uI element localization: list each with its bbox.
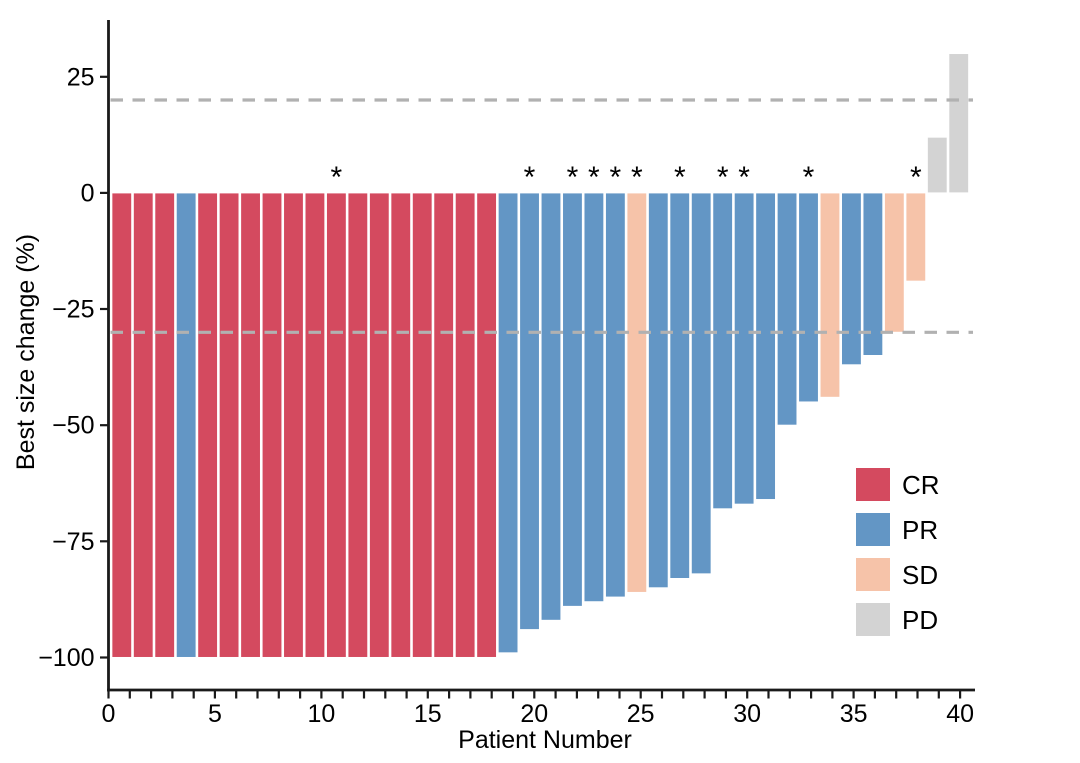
legend-label-PD: PD: [902, 605, 938, 635]
bar-patient-18: [476, 192, 498, 658]
x-tick-label-40: 40: [946, 700, 974, 728]
reference-lines-group: [110, 98, 973, 334]
bar-patient-15: [411, 192, 433, 658]
bar-patient-4: [175, 192, 197, 658]
bar-patient-30: [733, 192, 755, 505]
legend-label-PR: PR: [902, 515, 938, 545]
significance-asterisk-patient-11: *: [331, 161, 343, 194]
legend-group: CR PR SD PD: [856, 468, 940, 636]
bar-patient-11: [325, 192, 347, 658]
bar-patient-38: [905, 192, 927, 282]
bar-patient-2: [132, 192, 154, 658]
bar-patient-14: [390, 192, 412, 658]
bar-patient-40: [948, 53, 970, 194]
significance-asterisk-patient-20: *: [524, 161, 536, 194]
x-tick-label-10: 10: [307, 700, 335, 728]
x-tick-label-15: 15: [414, 700, 442, 728]
bar-patient-34: [819, 192, 841, 398]
legend-swatch-PR: [856, 513, 890, 546]
significance-asterisk-patient-29: *: [717, 161, 729, 194]
bar-patient-12: [347, 192, 369, 658]
legend-label-CR: CR: [902, 470, 940, 500]
significance-asterisk-patient-24: *: [610, 161, 622, 194]
y-axis-group: 25 0 −25 −50 −75 −100: [38, 20, 110, 692]
bar-patient-21: [540, 192, 562, 621]
bar-patient-31: [755, 192, 777, 501]
significance-asterisk-patient-25: *: [631, 161, 643, 194]
x-tick-label-0: 0: [102, 700, 116, 728]
bar-patient-27: [669, 192, 691, 579]
bar-patient-5: [197, 192, 219, 658]
bar-patient-22: [562, 192, 583, 607]
significance-asterisk-patient-33: *: [803, 161, 815, 194]
bar-patient-36: [862, 192, 884, 356]
bar-patient-10: [304, 192, 326, 658]
significance-asterisk-patient-38: *: [910, 161, 922, 194]
bar-patient-13: [368, 192, 390, 658]
x-axis-group: 0 5 10 15 20 25 30 35 40: [102, 688, 975, 728]
x-axis-title: Patient Number: [458, 726, 632, 754]
y-tick-label--100: −100: [38, 644, 94, 672]
x-tick-label-25: 25: [627, 700, 655, 728]
legend-label-SD: SD: [902, 560, 938, 590]
legend-swatch-SD: [856, 558, 890, 591]
bar-patient-35: [841, 192, 862, 366]
bar-patient-33: [798, 192, 819, 403]
x-tick-label-20: 20: [520, 700, 548, 728]
x-tick-label-5: 5: [208, 700, 222, 728]
bar-patient-1: [111, 192, 133, 658]
x-tick-label-30: 30: [733, 700, 761, 728]
bar-patient-9: [283, 192, 304, 658]
bar-patient-19: [497, 192, 519, 654]
y-axis-title: Best size change (%): [12, 234, 40, 470]
y-tick-label-25: 25: [67, 63, 95, 91]
y-tick-label--75: −75: [52, 528, 94, 556]
bar-patient-37: [883, 192, 905, 333]
bar-patient-6: [218, 192, 240, 658]
bar-patient-20: [519, 192, 540, 631]
x-tick-label-35: 35: [840, 700, 868, 728]
bar-patient-25: [626, 192, 648, 593]
significance-asterisk-patient-22: *: [567, 161, 579, 194]
y-tick-label-0: 0: [81, 179, 95, 207]
bar-patient-7: [240, 192, 261, 658]
bars-group: [111, 53, 970, 658]
bar-patient-17: [454, 192, 476, 658]
legend-swatch-CR: [856, 468, 890, 501]
significance-asterisk-patient-27: *: [674, 161, 686, 194]
bar-patient-26: [647, 192, 669, 589]
significance-asterisk-patient-23: *: [588, 161, 600, 194]
bar-patient-3: [154, 192, 176, 658]
bar-patient-16: [433, 192, 455, 658]
y-tick-label--25: −25: [52, 296, 94, 324]
y-tick-label--50: −50: [52, 412, 94, 440]
bar-patient-23: [583, 192, 605, 603]
bar-patient-28: [690, 192, 712, 575]
bar-patient-32: [776, 192, 798, 426]
asterisks-group: * * * * * * * * * * *: [331, 161, 922, 194]
significance-asterisk-patient-30: *: [738, 161, 750, 194]
legend-swatch-PD: [856, 603, 890, 636]
bar-patient-8: [261, 192, 283, 658]
bar-patient-29: [712, 192, 734, 510]
bar-patient-24: [604, 192, 626, 598]
bar-patient-39: [926, 136, 948, 194]
